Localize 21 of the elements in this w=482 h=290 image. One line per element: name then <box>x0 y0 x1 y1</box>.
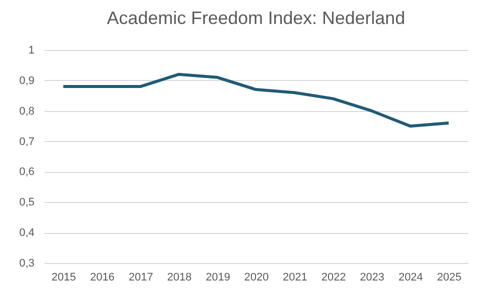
chart-title: Academic Freedom Index: Nederland <box>106 8 406 28</box>
x-tick-label: 2022 <box>321 272 346 284</box>
x-tick-label: 2024 <box>398 272 423 284</box>
y-tick-label: 0,4 <box>19 227 34 240</box>
x-tick-label: 2021 <box>282 272 308 284</box>
x-tick-label: 2025 <box>436 272 462 284</box>
x-tick-label: 2016 <box>90 272 115 284</box>
y-tick-label: 0,6 <box>19 166 34 178</box>
y-tick-label: 0,5 <box>19 196 34 209</box>
x-tick-label: 2017 <box>128 272 154 284</box>
x-tick-label: 2015 <box>52 272 76 284</box>
x-tick-label: 2018 <box>167 272 192 284</box>
line-series <box>62 72 450 128</box>
x-tick-label: 2023 <box>360 272 384 284</box>
x-tick-label: 2020 <box>244 272 269 284</box>
y-tick-label: 1 <box>28 44 34 56</box>
y-tick-label: 0,9 <box>19 74 34 87</box>
y-tick-label: 0,8 <box>19 105 34 118</box>
y-tick-label: 0,3 <box>19 258 34 270</box>
x-tick-label: 2019 <box>206 272 230 284</box>
y-tick-label: 0,7 <box>19 136 34 148</box>
